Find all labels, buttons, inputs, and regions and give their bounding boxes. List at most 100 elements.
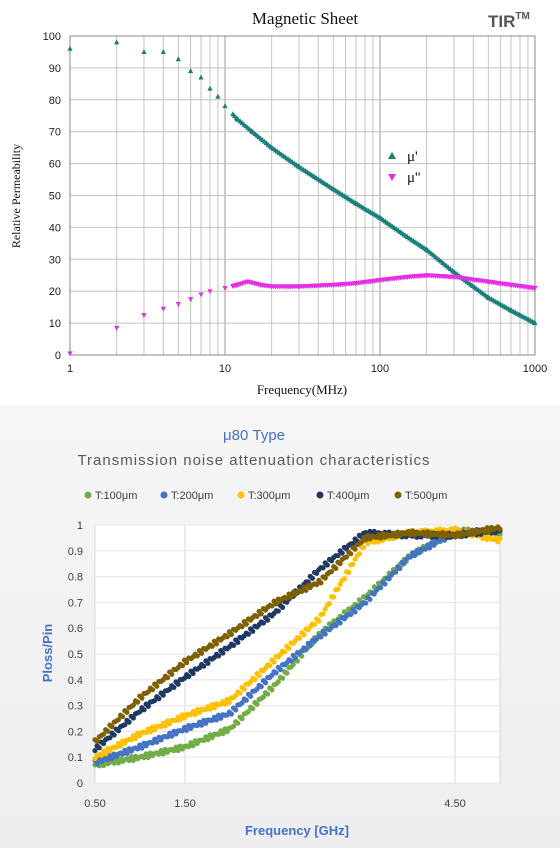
series-point-T:200μm [120,751,126,757]
series-point-T:300μm [311,621,318,628]
series-point-T:500μm [254,613,260,619]
series-point-T:300μm [256,673,262,679]
legend: T:100μm T:200μm T:300μm T:400μm T:500μm [84,490,447,502]
legend-marker-mu-prime [388,152,396,159]
series-point-T:200μm [303,646,309,652]
mu-prime-point [175,56,181,62]
series-point-T:400μm [160,692,166,698]
series-point-T:400μm [245,631,252,637]
series-point-T:300μm [147,729,154,735]
series-point-T:400μm [190,670,196,677]
series-point-T:500μm [258,611,264,617]
series-point-T:100μm [115,760,122,766]
series-point-T:500μm [392,533,399,539]
series-point-T:200μm [243,697,249,703]
series-point-T:400μm [367,528,373,534]
series-point-T:500μm [169,671,175,677]
series-point-T:300μm [335,586,341,592]
series-point-T:500μm [410,528,416,534]
mu-dprime-point [175,301,181,307]
series-point-T:200μm [412,552,418,559]
series-point-T:300μm [162,723,168,729]
series-point-T:100μm [284,670,290,676]
series-point-T:100μm [260,694,266,700]
legend: μ' μ'' [388,149,421,186]
y-tick-label: 30 [49,254,61,266]
series-point-T:100μm [245,708,252,715]
series-point-T:400μm [111,732,117,738]
y-tick-label: 70 [49,127,61,139]
series-point-T:100μm [111,760,117,766]
series-point-T:500μm [100,731,107,737]
y-tick-label: 80 [49,95,61,107]
y-tick-label: 0.5 [68,649,83,661]
y-tick-label: 0 [55,350,61,362]
y-tick-label: 0.3 [68,701,83,713]
series-point-T:200μm [149,740,156,746]
y-tick-label: 0.7 [68,597,83,609]
y-axis-label: Ploss/Pin [40,624,55,683]
series-point-T:100μm [279,675,286,681]
series-point-T:300μm [316,618,322,624]
series-point-T:400μm [126,719,132,725]
series-point-T:400μm [235,639,241,645]
y-tick-label: 0.2 [68,726,83,738]
series-point-T:200μm [124,750,130,757]
legend-label-mu-dprime: μ'' [407,170,421,186]
series-point-T:500μm [109,724,115,730]
y-tick-label: 0 [77,778,83,790]
series-point-T:300μm [207,706,213,712]
series-point-T:500μm [424,529,431,535]
series-point-T:300μm [322,606,328,612]
series-point-T:500μm [239,624,245,630]
series-point-T:200μm [239,700,245,706]
series-point-T:400μm [320,565,326,571]
series-point-T:400μm [220,650,226,656]
mu-dprime-point [207,289,213,295]
legend-marker-T:200μm [160,491,168,499]
series-point-T:500μm [120,714,126,720]
series-point-T:300μm [241,686,247,692]
series-point-T:100μm [130,757,136,763]
series-point-T:200μm [386,576,392,582]
series-point-T:300μm [297,635,303,641]
series-point-T:100μm [205,737,211,743]
series-point-T:200μm [401,560,407,567]
series-point-T:400μm [100,740,107,747]
series-point-T:100μm [254,701,260,707]
mu-prime-point [67,45,73,51]
series-point-T:200μm [363,600,369,606]
series-point-T:500μm [288,594,294,600]
series-point-T:500μm [452,534,458,540]
series-point-T:500μm [179,663,185,669]
series-point-T:500μm [337,561,343,567]
series-point-T:500μm [343,554,350,560]
series-point-T:400μm [141,707,147,713]
series-point-T:200μm [254,686,260,692]
legend-marker-mu-dprime [388,174,396,181]
series-point-T:200μm [184,727,190,733]
series-point-T:100μm [250,706,256,712]
legend-marker-T:300μm [237,491,245,499]
x-tick-label: 100 [371,363,389,375]
series-point-T:200μm [292,655,298,661]
series-point-T:400μm [275,608,281,614]
series-point-T:100μm [265,691,271,697]
legend-label: T:500μm [405,490,447,502]
series-point-T:200μm [427,545,433,551]
series-point-T:500μm [333,565,339,571]
series-point-T:400μm [205,660,211,666]
series-point-T:300μm [331,594,337,600]
x-tick-label: 1000 [523,363,547,375]
mu-dprime-point [67,351,73,357]
series-point-T:400μm [339,550,345,556]
chart-subtitle: Transmission noise attenuation character… [77,452,430,469]
series-point-T:300μm [267,663,273,669]
series-point-T:500μm [149,687,156,693]
attenuation-chart-panel: μ80 Type Transmission noise attenuation … [0,405,560,848]
series-point-T:500μm [269,603,275,609]
series-point-T:500μm [352,546,358,552]
mu-prime-point [207,85,213,91]
series-point-T:200μm [277,666,284,673]
series-point-T:300μm [132,735,139,741]
